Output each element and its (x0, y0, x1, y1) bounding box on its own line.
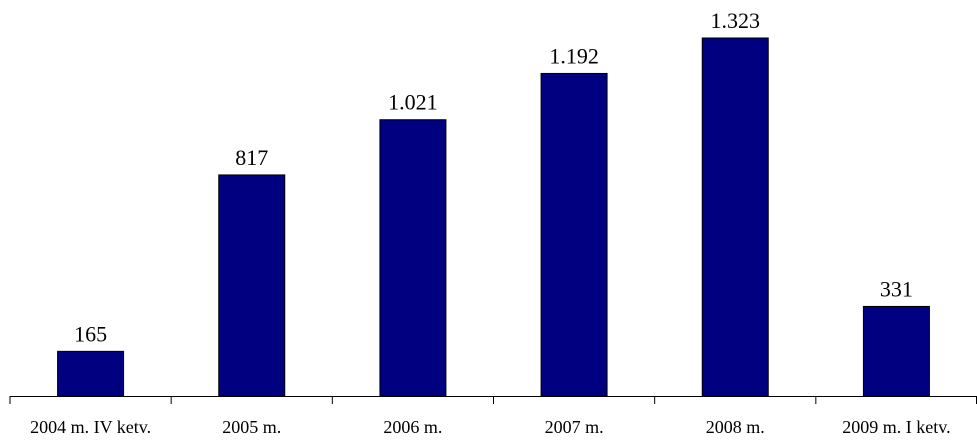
category-tick-label: 2008 m. (706, 417, 765, 437)
bars-group (57, 37, 930, 397)
category-tick-label: 2006 m. (383, 417, 442, 437)
value-labels-group: 165 817 1.021 1.192 1.323 331 (74, 8, 913, 346)
bar-value-label: 165 (74, 321, 107, 346)
bar-value-label: 331 (880, 276, 913, 301)
category-tick-label: 2004 m. IV ketv. (30, 417, 151, 437)
category-tick-label: 2009 m. I ketv. (842, 417, 950, 437)
bar-value-label: 817 (235, 145, 268, 170)
bar (57, 350, 125, 397)
category-labels-group: 2004 m. IV ketv. 2005 m. 2006 m. 2007 m. 200… (30, 417, 950, 437)
bar (862, 305, 930, 397)
x-axis-ticks (9, 396, 977, 404)
bar (218, 174, 286, 397)
bar (540, 72, 608, 397)
bar-value-label: 1.192 (549, 43, 599, 68)
category-tick-label: 2005 m. (222, 417, 281, 437)
category-tick-label: 2007 m. (545, 417, 604, 437)
bar-value-label: 1.323 (711, 8, 761, 33)
bar (379, 119, 447, 397)
bar-value-label: 1.021 (388, 90, 438, 115)
bar (701, 37, 769, 397)
